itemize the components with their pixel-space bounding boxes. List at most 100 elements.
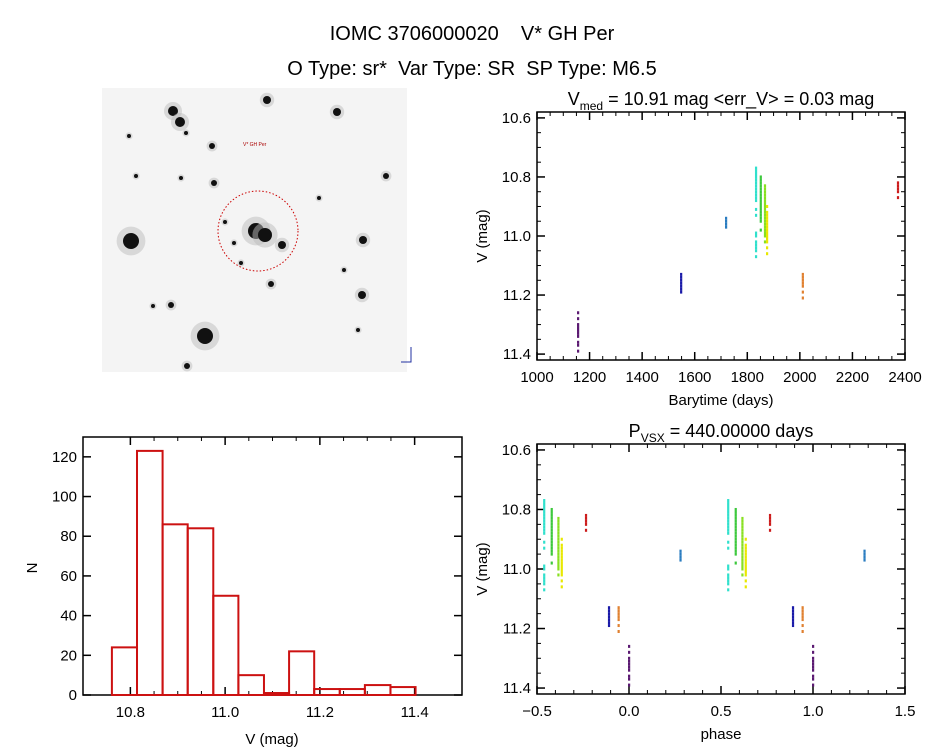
data-point (763, 234, 767, 238)
y-tick-label: 40 (60, 608, 77, 625)
data-point (754, 213, 758, 217)
y-tick-label: 11.0 (503, 228, 531, 245)
data-point (727, 519, 730, 523)
data-point (801, 275, 804, 279)
data-point (759, 187, 762, 191)
histogram-bar (288, 650, 316, 696)
y-tick-label: 0 (69, 687, 77, 704)
data-point (628, 665, 631, 669)
data-point (727, 507, 730, 511)
data-point (801, 278, 804, 282)
data-point (754, 246, 758, 250)
data-point (766, 225, 769, 229)
data-point (759, 216, 762, 220)
data-point (557, 534, 560, 538)
data-point (557, 573, 560, 577)
data-point (727, 540, 730, 544)
data-point (759, 207, 762, 211)
x-tick-label: 1800 (731, 369, 764, 386)
data-point (560, 558, 563, 562)
data-point (741, 555, 744, 559)
data-point (679, 552, 682, 556)
y-tick-label: 10.6 (502, 110, 531, 127)
data-point (759, 210, 762, 214)
data-point (863, 552, 866, 556)
data-point (724, 225, 728, 229)
data-point (560, 573, 563, 577)
data-point (543, 522, 546, 526)
histogram-bar (212, 594, 240, 696)
figure-subtitle: O Type: sr* Var Type: SR SP Type: M6.5 (287, 58, 656, 80)
data-point (577, 323, 580, 327)
phased-ylabel: V (mag) (474, 542, 491, 595)
data-point (754, 184, 758, 188)
data-point (763, 190, 767, 194)
target-circle (217, 190, 299, 272)
data-point (863, 549, 866, 553)
data-point (607, 624, 611, 628)
data-point (577, 311, 580, 315)
data-point (607, 606, 611, 610)
data-point (791, 615, 795, 619)
histogram-bar (237, 674, 265, 697)
histogram-bar (110, 646, 139, 696)
data-point (766, 234, 769, 238)
data-point (557, 555, 560, 559)
data-point (628, 650, 631, 654)
star (127, 134, 131, 138)
data-point (801, 630, 804, 633)
star (123, 233, 139, 249)
data-point (543, 507, 546, 511)
data-point (759, 193, 762, 197)
data-point (741, 552, 744, 556)
x-tick-label: 11.0 (211, 704, 239, 721)
data-point (759, 228, 762, 232)
data-point (543, 540, 546, 544)
data-point (557, 567, 560, 571)
data-point (763, 184, 767, 188)
y-tick-label: 120 (52, 449, 77, 466)
data-point (759, 181, 762, 185)
data-point (557, 564, 560, 568)
data-point (727, 525, 730, 529)
data-point (759, 199, 762, 203)
data-point (768, 513, 772, 517)
data-point (577, 317, 580, 321)
data-point (680, 278, 683, 282)
data-point (763, 228, 767, 232)
data-point (734, 510, 737, 514)
data-point (741, 567, 744, 571)
x-tick-label: 0.5 (711, 703, 732, 720)
data-point (744, 585, 747, 589)
data-point (754, 249, 758, 253)
data-point (560, 567, 563, 571)
data-point (543, 525, 546, 529)
data-point (763, 213, 767, 217)
data-point (584, 522, 588, 526)
data-point (727, 567, 730, 571)
data-point (812, 668, 815, 672)
data-point (680, 287, 683, 291)
data-point (754, 187, 758, 191)
target-label: V* GH Per (243, 142, 267, 148)
star (209, 143, 215, 149)
data-point (543, 513, 546, 517)
data-point (744, 552, 747, 556)
data-point (754, 199, 758, 203)
data-point (560, 570, 563, 574)
data-point (584, 528, 588, 532)
phased-xlabel: phase (701, 726, 742, 743)
data-point (734, 543, 737, 547)
data-point (557, 531, 560, 535)
data-point (741, 561, 744, 565)
data-point (801, 612, 804, 616)
data-point (744, 579, 747, 583)
data-point (741, 549, 744, 553)
data-point (763, 240, 767, 244)
x-tick-label: 2000 (783, 369, 816, 386)
data-point (557, 549, 560, 553)
data-point (754, 196, 758, 200)
data-point (763, 187, 767, 191)
compass-icon (401, 347, 412, 363)
data-point (577, 349, 580, 353)
